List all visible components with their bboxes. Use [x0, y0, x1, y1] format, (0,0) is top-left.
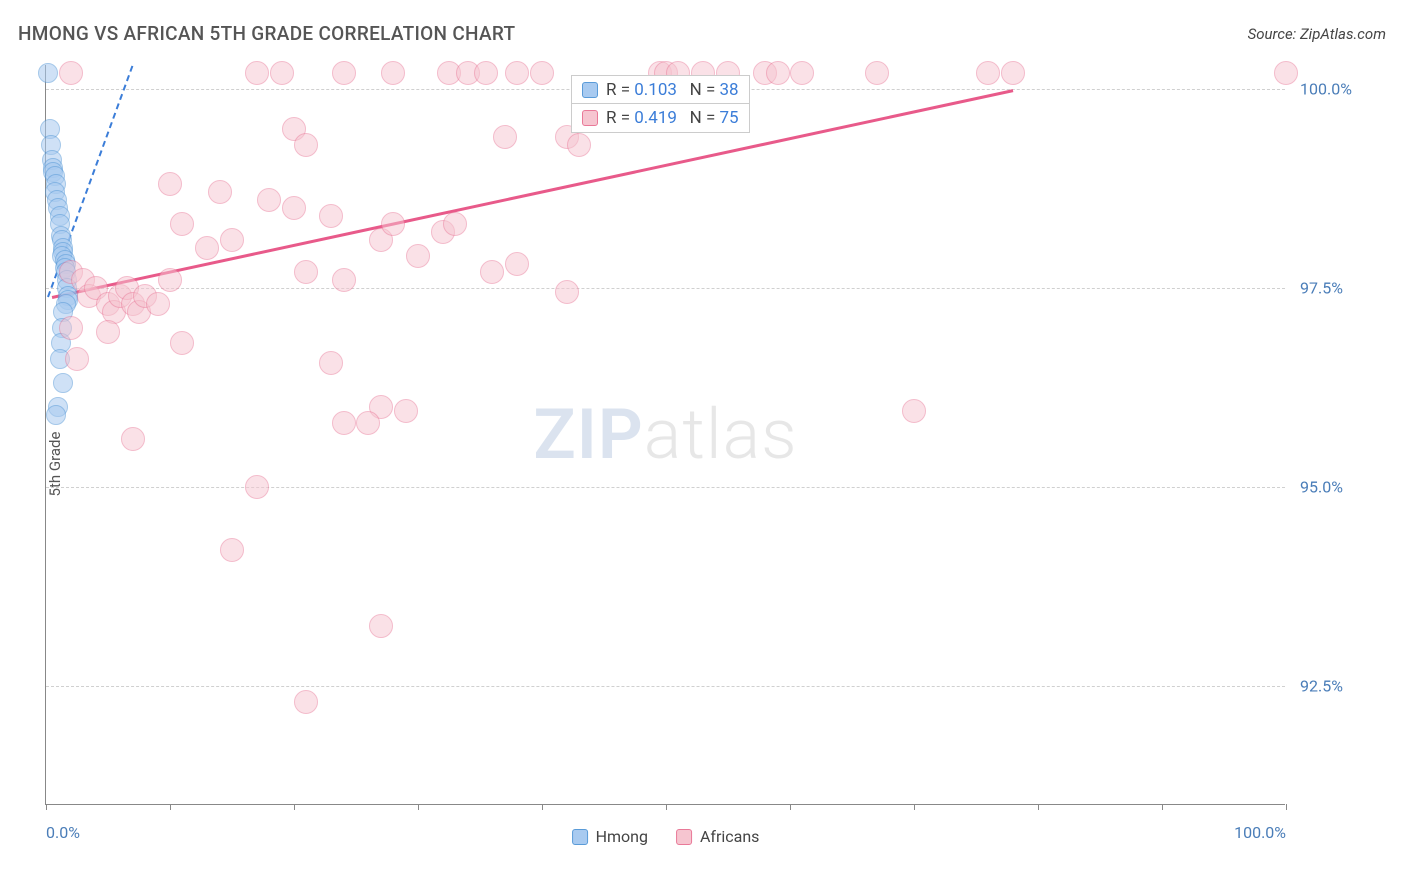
x-tick [46, 804, 47, 810]
marker-africans [505, 61, 529, 85]
gridline [46, 288, 1285, 289]
gridline [46, 686, 1285, 687]
marker-africans [766, 61, 790, 85]
marker-africans [257, 188, 281, 212]
x-tick-label: 0.0% [46, 823, 80, 842]
marker-africans [220, 538, 244, 562]
marker-africans [65, 347, 89, 371]
plot-area: ZIPatlas 92.5%95.0%97.5%100.0%0.0%100.0%… [45, 65, 1285, 805]
marker-africans [245, 61, 269, 85]
marker-africans [294, 260, 318, 284]
y-tick-label: 92.5% [1300, 676, 1380, 695]
marker-hmong [53, 373, 73, 393]
legend-stats-hmong: R = 0.103 N = 38 [571, 75, 750, 105]
legend-text: R = 0.419 N = 75 [606, 108, 739, 128]
marker-africans [319, 204, 343, 228]
marker-africans [282, 196, 306, 220]
marker-hmong [46, 405, 66, 425]
x-tick [914, 804, 915, 810]
marker-africans [96, 320, 120, 344]
marker-africans [294, 690, 318, 714]
marker-africans [59, 316, 83, 340]
x-tick [790, 804, 791, 810]
marker-hmong [38, 63, 58, 83]
bottom-legend: Hmong Africans [572, 827, 760, 846]
trendline-africans [52, 89, 1014, 298]
chart-title: HMONG VS AFRICAN 5TH GRADE CORRELATION C… [18, 22, 515, 45]
legend-swatch [582, 82, 598, 98]
marker-africans [220, 228, 244, 252]
marker-africans [121, 427, 145, 451]
x-tick [542, 804, 543, 810]
marker-africans [195, 236, 219, 260]
x-tick [294, 804, 295, 810]
marker-africans [555, 280, 579, 304]
marker-africans [505, 252, 529, 276]
y-tick-label: 97.5% [1300, 278, 1380, 297]
marker-africans [245, 475, 269, 499]
marker-africans [493, 125, 517, 149]
marker-africans [394, 399, 418, 423]
chart-container: 5th Grade ZIPatlas 92.5%95.0%97.5%100.0%… [45, 55, 1385, 855]
chart-header: HMONG VS AFRICAN 5TH GRADE CORRELATION C… [0, 0, 1406, 55]
x-tick-label: 100.0% [1234, 823, 1286, 842]
x-tick [170, 804, 171, 810]
x-tick [1162, 804, 1163, 810]
legend-swatch [582, 110, 598, 126]
marker-africans [443, 212, 467, 236]
marker-africans [1001, 61, 1025, 85]
marker-africans [332, 411, 356, 435]
legend-swatch [572, 829, 588, 845]
gridline [46, 487, 1285, 488]
y-tick-label: 95.0% [1300, 477, 1380, 496]
marker-africans [369, 614, 393, 638]
marker-africans [480, 260, 504, 284]
marker-africans [270, 61, 294, 85]
legend-item-hmong: Hmong [572, 827, 648, 846]
legend-item-africans: Africans [676, 827, 759, 846]
marker-africans [294, 133, 318, 157]
marker-africans [381, 212, 405, 236]
marker-africans [865, 61, 889, 85]
y-tick-label: 100.0% [1300, 79, 1380, 98]
legend-stats-africans: R = 0.419 N = 75 [571, 103, 750, 133]
marker-africans [332, 268, 356, 292]
marker-africans [158, 172, 182, 196]
marker-africans [474, 61, 498, 85]
x-tick [1038, 804, 1039, 810]
marker-africans [319, 351, 343, 375]
legend-swatch [676, 829, 692, 845]
marker-africans [170, 212, 194, 236]
marker-africans [530, 61, 554, 85]
marker-africans [356, 411, 380, 435]
legend-label: Hmong [596, 827, 648, 846]
marker-africans [158, 268, 182, 292]
marker-africans [381, 61, 405, 85]
chart-source: Source: ZipAtlas.com [1248, 25, 1386, 43]
marker-africans [170, 331, 194, 355]
marker-africans [406, 244, 430, 268]
marker-africans [790, 61, 814, 85]
legend-label: Africans [700, 827, 759, 846]
marker-africans [332, 61, 356, 85]
watermark: ZIPatlas [533, 394, 797, 476]
marker-africans [976, 61, 1000, 85]
x-tick [418, 804, 419, 810]
marker-africans [208, 180, 232, 204]
marker-africans [567, 133, 591, 157]
x-tick [666, 804, 667, 810]
marker-africans [1274, 61, 1298, 85]
legend-text: R = 0.103 N = 38 [606, 80, 739, 100]
x-tick [1286, 804, 1287, 810]
marker-africans [59, 61, 83, 85]
marker-africans [146, 292, 170, 316]
marker-africans [902, 399, 926, 423]
